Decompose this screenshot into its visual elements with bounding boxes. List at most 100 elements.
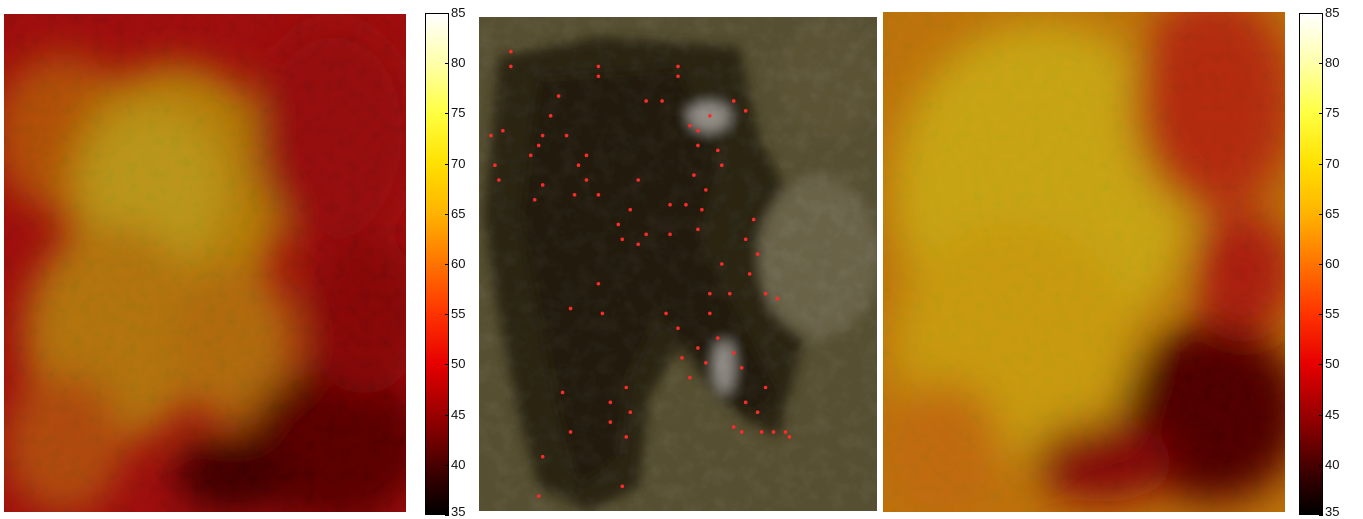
colorbar-tick-label: 70 bbox=[451, 157, 465, 170]
station-marker bbox=[620, 238, 624, 242]
station-marker bbox=[549, 114, 553, 118]
colorbar-tick-label: 35 bbox=[1325, 505, 1339, 518]
station-marker bbox=[788, 435, 792, 439]
colorbar-tick-label: 65 bbox=[451, 207, 465, 220]
colorbar-tick-mark bbox=[1319, 515, 1323, 516]
colorbar-tick-label: 45 bbox=[1325, 408, 1339, 421]
colorbar-tick-label: 80 bbox=[451, 56, 465, 69]
colorbar-tick-mark bbox=[445, 113, 449, 114]
station-marker bbox=[609, 420, 613, 424]
station-marker bbox=[720, 163, 724, 167]
station-marker bbox=[696, 129, 700, 133]
station-marker bbox=[776, 297, 780, 301]
colorbar-tick-label: 85 bbox=[1325, 6, 1339, 19]
station-marker bbox=[541, 455, 545, 459]
station-marker bbox=[597, 282, 601, 286]
station-marker bbox=[561, 391, 565, 395]
colorbar-tick-label: 75 bbox=[1325, 106, 1339, 119]
station-marker bbox=[732, 351, 736, 355]
station-marker bbox=[684, 203, 688, 207]
station-marker bbox=[585, 154, 589, 158]
station-marker bbox=[692, 173, 696, 177]
colorbar-tick-label: 85 bbox=[451, 6, 465, 19]
station-marker bbox=[748, 272, 752, 276]
colorbar-tick-mark bbox=[445, 515, 449, 516]
station-marker bbox=[676, 65, 680, 69]
station-marker bbox=[716, 336, 720, 340]
station-marker bbox=[700, 208, 704, 212]
colorbar-tick-label: 35 bbox=[451, 505, 465, 518]
station-marker bbox=[756, 410, 760, 414]
colorbar-tick-mark bbox=[1319, 314, 1323, 315]
station-marker bbox=[720, 262, 724, 266]
colorbar-tick-mark bbox=[1319, 364, 1323, 365]
station-marker bbox=[617, 223, 621, 227]
colorbar-tick-mark bbox=[1319, 214, 1323, 215]
station-marker bbox=[620, 485, 624, 489]
colorbar-tick-mark bbox=[1319, 264, 1323, 265]
station-marker bbox=[601, 312, 605, 316]
station-marker bbox=[597, 74, 601, 78]
colorbar-tick-mark bbox=[445, 465, 449, 466]
station-marker bbox=[541, 183, 545, 187]
station-marker bbox=[585, 178, 589, 182]
station-marker bbox=[708, 292, 712, 296]
colorbar-tick-label: 40 bbox=[1325, 458, 1339, 471]
station-marker bbox=[744, 109, 748, 113]
station-marker bbox=[696, 228, 700, 232]
station-marker bbox=[577, 163, 581, 167]
colorbar-tick-label: 40 bbox=[451, 458, 465, 471]
colorbar-tick-mark bbox=[445, 164, 449, 165]
station-marker bbox=[644, 233, 648, 237]
colorbar-tick-label: 65 bbox=[1325, 207, 1339, 220]
station-marker bbox=[537, 144, 541, 148]
colorbar-tick-label: 80 bbox=[1325, 56, 1339, 69]
station-marker bbox=[740, 366, 744, 370]
colorbar-tick-mark bbox=[445, 364, 449, 365]
station-marker bbox=[609, 401, 613, 405]
station-marker bbox=[664, 312, 668, 316]
station-marker bbox=[597, 65, 601, 69]
station-marker bbox=[704, 188, 708, 192]
colorbar-tick-mark bbox=[445, 63, 449, 64]
station-marker bbox=[541, 134, 545, 138]
station-marker bbox=[704, 361, 708, 365]
station-marker bbox=[533, 198, 537, 202]
station-marker bbox=[756, 252, 760, 256]
station-marker bbox=[676, 326, 680, 330]
station-marker bbox=[628, 208, 632, 212]
station-marker bbox=[716, 149, 720, 153]
colorbar-tick-label: 45 bbox=[451, 408, 465, 421]
station-marker bbox=[565, 134, 569, 138]
station-marker bbox=[644, 99, 648, 103]
station-marker bbox=[624, 386, 628, 390]
station-marker bbox=[760, 430, 764, 434]
station-marker bbox=[569, 307, 573, 311]
station-marker bbox=[668, 203, 672, 207]
left-heatmap-image bbox=[4, 14, 406, 512]
station-marker bbox=[740, 430, 744, 434]
right-heatmap-image bbox=[883, 12, 1285, 512]
colorbar-tick-mark bbox=[1319, 465, 1323, 466]
station-marker bbox=[537, 494, 541, 498]
station-marker bbox=[489, 134, 493, 138]
colorbar-tick-label: 50 bbox=[451, 357, 465, 370]
station-marker bbox=[696, 144, 700, 148]
station-marker bbox=[732, 99, 736, 103]
station-marker bbox=[728, 292, 732, 296]
colorbar-tick-label: 55 bbox=[1325, 307, 1339, 320]
station-marker bbox=[688, 124, 692, 128]
colorbar-tick-mark bbox=[1319, 415, 1323, 416]
colorbar-tick-mark bbox=[445, 264, 449, 265]
station-marker bbox=[573, 193, 577, 197]
station-marker bbox=[668, 233, 672, 237]
station-marker bbox=[696, 346, 700, 350]
station-marker bbox=[628, 410, 632, 414]
colorbar-tick-mark bbox=[1319, 63, 1323, 64]
colorbar-tick-label: 50 bbox=[1325, 357, 1339, 370]
colorbar-tick-label: 75 bbox=[451, 106, 465, 119]
station-marker bbox=[708, 312, 712, 316]
station-marker bbox=[680, 356, 684, 360]
colorbar-tick-mark bbox=[445, 13, 449, 14]
colorbar-tick-mark bbox=[1319, 164, 1323, 165]
